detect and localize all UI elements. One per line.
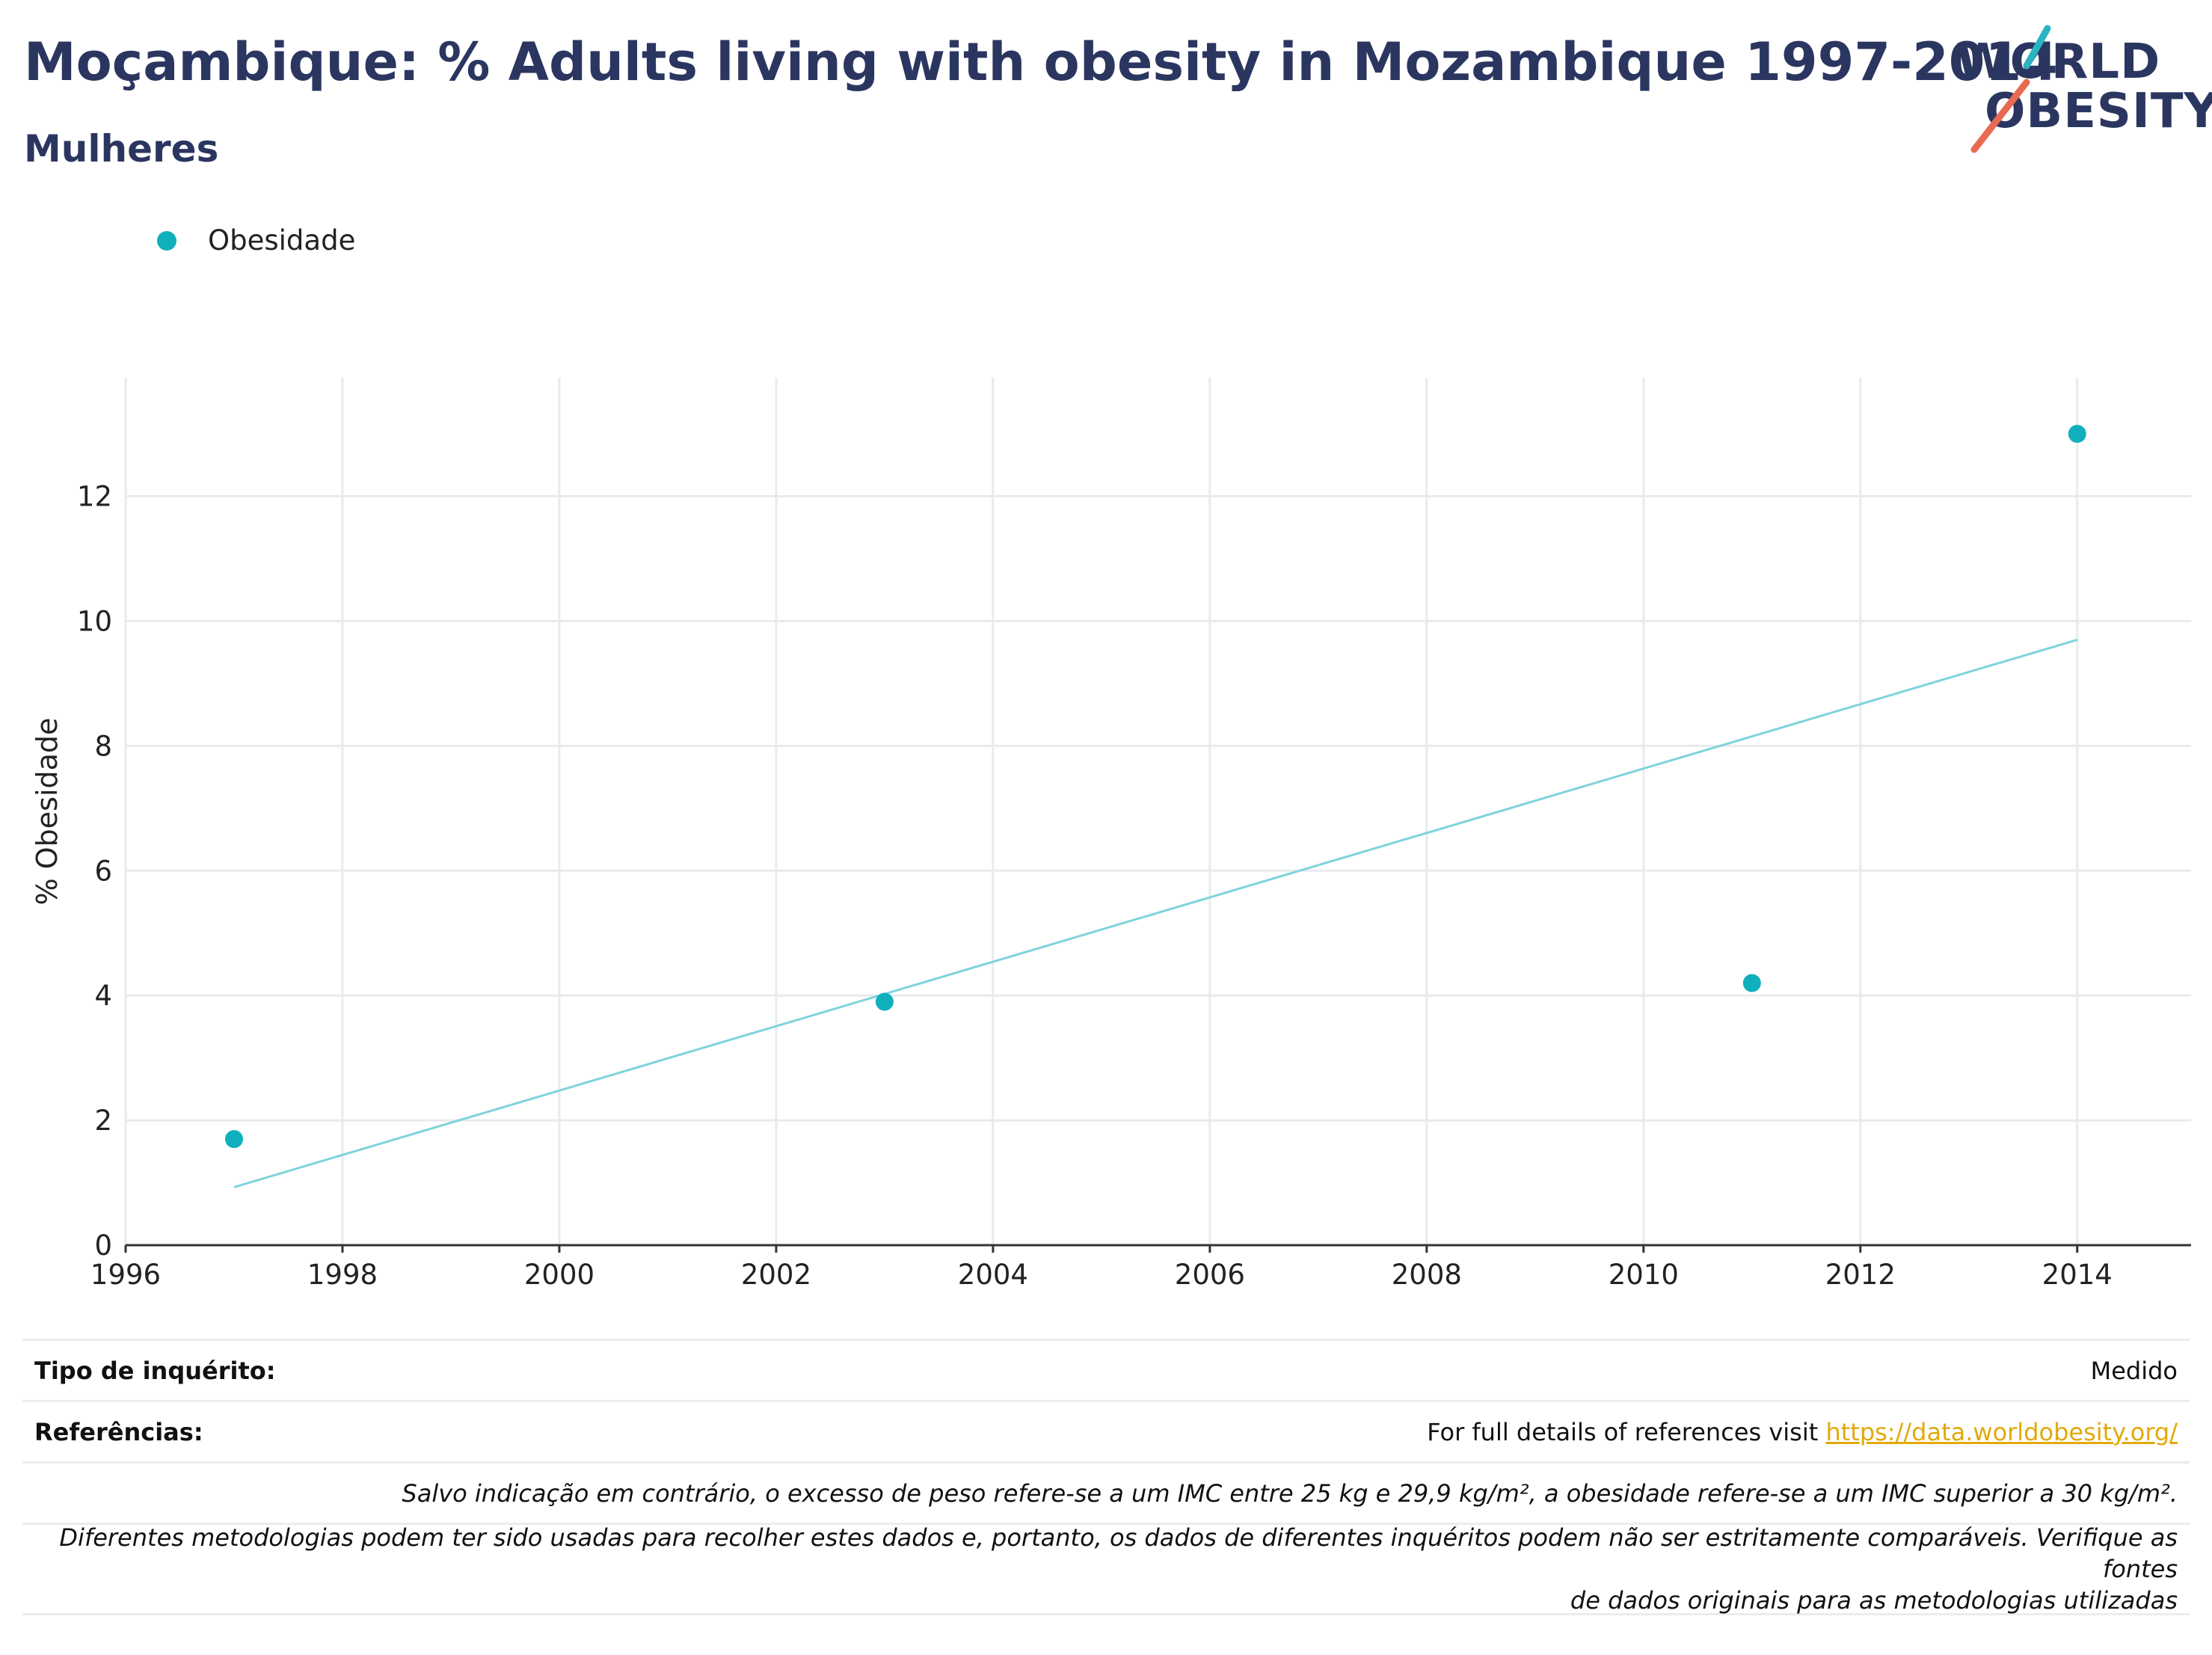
y-axis-label: % Obesidade [31, 718, 64, 906]
legend: Obesidade [157, 224, 355, 257]
y-tick-label: 2 [94, 1105, 112, 1137]
data-point [875, 992, 894, 1011]
methodology-note-row: Diferentes metodologias podem ter sido u… [22, 1523, 2190, 1615]
data-point [1742, 974, 1761, 992]
y-tick-label: 12 [77, 481, 112, 513]
references-key: Referências: [34, 1417, 203, 1446]
logo-word-obesity: OBESITY [1985, 84, 2212, 139]
logo-word-world: WORLD [1956, 34, 2161, 90]
references-link[interactable]: https://data.worldobesity.org/ [1825, 1417, 2178, 1446]
world-obesity-logo: WORLD OBESITY [1952, 22, 2212, 157]
y-tick-label: 10 [77, 605, 112, 637]
x-tick-label: 2008 [1392, 1259, 1462, 1291]
y-tick-label: 4 [94, 980, 112, 1012]
scatter-chart: 1996 1998 2000 2002 2004 2006 2008 2010 2012 2014… [31, 378, 2191, 1291]
legend-marker [157, 230, 176, 251]
y-tick-label: 8 [94, 730, 112, 762]
chart-subtitle: Mulheres [24, 127, 219, 171]
legend-label: Obesidade [208, 224, 356, 257]
survey-type-key: Tipo de inquérito: [34, 1356, 276, 1385]
survey-type-value: Medido [2090, 1356, 2178, 1385]
x-tick-label: 2014 [2042, 1259, 2113, 1291]
chart-title: Moçambique: % Adults living with obesity… [24, 31, 2058, 93]
references-row: Referências: For full details of referen… [22, 1400, 2190, 1461]
x-tick-label: 2000 [524, 1259, 595, 1291]
x-tick-label: 2006 [1175, 1259, 1245, 1291]
methodology-note-line2: de dados originais para as metodologias … [1570, 1586, 2178, 1615]
x-tick-label: 2004 [958, 1259, 1028, 1291]
bmi-note: Salvo indicação em contrário, o excesso … [402, 1479, 2178, 1508]
data-point [224, 1130, 243, 1149]
methodology-note: Diferentes metodologias podem ter sido u… [34, 1522, 2178, 1616]
x-tick-label: 2002 [741, 1259, 811, 1291]
logo-slash-icon [1970, 25, 2051, 153]
methodology-note-line1: Diferentes metodologias podem ter sido u… [59, 1523, 2178, 1583]
data-point [2068, 425, 2086, 443]
x-tick-label: 2012 [1825, 1259, 1896, 1291]
y-tick-label: 6 [94, 855, 112, 887]
bmi-note-row: Salvo indicação em contrário, o excesso … [22, 1461, 2190, 1523]
references-value: For full details of references visit htt… [1427, 1418, 2178, 1446]
trend-line [233, 639, 2078, 1188]
survey-type-row: Tipo de inquérito: Medido [22, 1339, 2190, 1400]
references-text: For full details of references visit [1427, 1417, 1826, 1446]
info-table: Tipo de inquérito: Medido Referências: F… [22, 1339, 2190, 1615]
x-tick-label: 1996 [90, 1259, 161, 1291]
x-tick-label: 2010 [1609, 1259, 1679, 1291]
y-tick-label: 0 [94, 1229, 112, 1262]
x-tick-label: 1998 [307, 1259, 378, 1291]
